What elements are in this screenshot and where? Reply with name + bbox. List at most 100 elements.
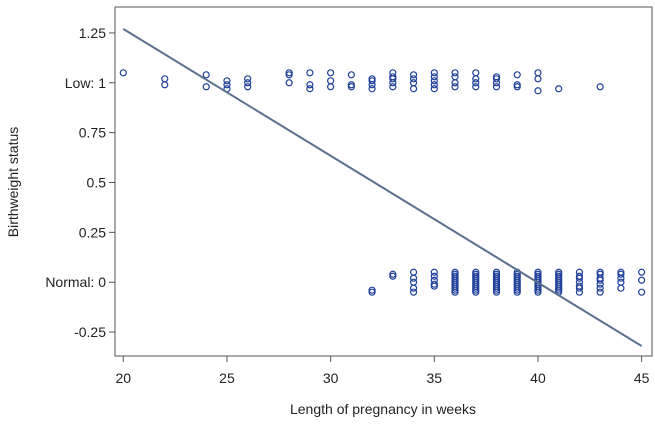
data-point xyxy=(513,71,521,79)
data-point xyxy=(492,83,501,91)
data-point xyxy=(409,85,418,93)
y-tick-label: 0.25 xyxy=(79,224,106,240)
data-point xyxy=(430,282,438,290)
data-point xyxy=(492,286,501,294)
data-point xyxy=(472,286,480,294)
data-point xyxy=(534,286,542,294)
data-point xyxy=(389,79,397,87)
data-point xyxy=(430,73,438,81)
data-point xyxy=(534,87,542,95)
data-point xyxy=(285,79,293,87)
data-point xyxy=(223,77,231,85)
data-point xyxy=(472,288,480,296)
data-point xyxy=(389,75,397,83)
data-point xyxy=(575,274,584,282)
data-point xyxy=(451,83,459,91)
x-tick-label: 45 xyxy=(634,370,650,386)
data-point xyxy=(451,69,459,77)
y-tick-label: 1.25 xyxy=(79,25,106,41)
data-point xyxy=(223,81,231,89)
data-point xyxy=(513,81,521,89)
data-point xyxy=(244,75,252,83)
y-tick-label: 0.75 xyxy=(79,125,106,141)
x-tick-label: 20 xyxy=(116,370,132,386)
data-point xyxy=(306,85,314,93)
data-point xyxy=(409,284,418,292)
data-point xyxy=(451,288,459,296)
data-point xyxy=(202,71,210,79)
data-point xyxy=(638,268,646,276)
tick-layer: 20 25 30 35 40 45 1.25 Low: 1 0.75 0.5 0.25 Normal:… xyxy=(45,25,649,386)
y-tick-label: -0.25 xyxy=(74,324,106,340)
data-point xyxy=(534,69,542,77)
data-point xyxy=(119,69,127,77)
data-point xyxy=(430,280,438,288)
data-point xyxy=(285,71,293,79)
data-point xyxy=(430,77,438,85)
data-point xyxy=(596,284,604,292)
data-point xyxy=(617,284,625,292)
data-point xyxy=(575,288,584,296)
data-point xyxy=(513,83,521,91)
data-point xyxy=(617,270,625,278)
data-point xyxy=(492,75,501,83)
point-layer xyxy=(119,69,646,296)
data-point xyxy=(638,276,646,284)
data-point xyxy=(555,284,563,292)
data-point xyxy=(492,79,501,87)
plot-frame xyxy=(114,6,653,357)
data-point xyxy=(368,288,376,296)
data-point xyxy=(451,73,459,81)
data-point xyxy=(244,83,252,91)
data-point xyxy=(409,278,418,286)
data-point xyxy=(161,81,169,89)
data-point xyxy=(472,284,480,292)
data-point xyxy=(389,272,397,280)
data-point xyxy=(368,77,376,85)
data-point xyxy=(430,81,438,89)
data-point xyxy=(327,77,335,85)
x-tick-label: 25 xyxy=(219,370,235,386)
data-point xyxy=(327,69,335,77)
data-point xyxy=(409,288,418,296)
data-point xyxy=(492,284,501,292)
y-tick-label: Low: 1 xyxy=(65,75,106,91)
x-tick-label: 35 xyxy=(427,370,443,386)
data-point xyxy=(575,284,584,292)
data-point xyxy=(368,85,376,93)
data-point xyxy=(534,288,542,296)
data-point xyxy=(555,85,563,93)
data-point xyxy=(306,81,314,89)
data-point xyxy=(492,288,501,296)
y-tick-label: 0.5 xyxy=(87,174,107,190)
data-point xyxy=(347,83,355,91)
data-point xyxy=(430,268,438,276)
data-point xyxy=(472,69,480,77)
data-point xyxy=(202,83,210,91)
y-tick-label: Normal: 0 xyxy=(45,274,106,290)
data-point xyxy=(244,79,252,87)
data-point xyxy=(409,274,418,282)
x-tick-label: 40 xyxy=(530,370,546,386)
data-point xyxy=(409,79,418,87)
data-point xyxy=(596,288,604,296)
data-point xyxy=(389,270,397,278)
data-point xyxy=(347,81,355,89)
data-point xyxy=(451,79,459,87)
data-point xyxy=(638,288,646,296)
data-point xyxy=(555,286,563,294)
data-point xyxy=(617,274,625,282)
data-point xyxy=(451,284,459,292)
data-point xyxy=(389,83,397,91)
data-point xyxy=(617,278,625,286)
data-point xyxy=(534,284,542,292)
data-point xyxy=(368,81,376,89)
regression-line xyxy=(122,28,643,347)
data-point xyxy=(513,286,521,294)
data-point xyxy=(534,75,542,83)
data-point xyxy=(285,69,293,77)
data-point xyxy=(409,75,418,83)
data-point xyxy=(513,288,521,296)
data-point xyxy=(347,71,355,79)
